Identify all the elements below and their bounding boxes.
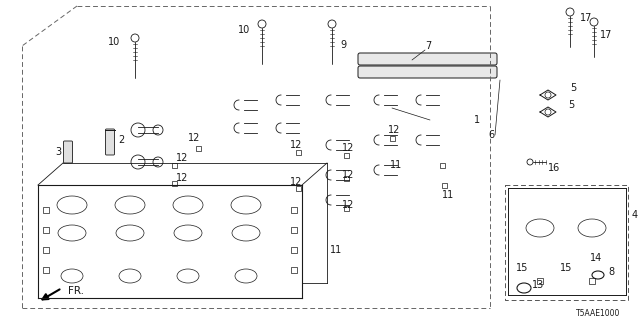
Bar [440, 163, 445, 167]
Text: 9: 9 [340, 40, 346, 50]
FancyBboxPatch shape [358, 66, 497, 78]
Bar [344, 205, 349, 211]
Text: 12: 12 [342, 143, 355, 153]
Bar [195, 146, 200, 150]
Bar [43, 227, 49, 233]
Bar [291, 267, 297, 273]
Bar [344, 175, 349, 180]
Text: 12: 12 [290, 177, 302, 187]
Bar [291, 247, 297, 253]
Text: 12: 12 [176, 153, 188, 163]
Text: 12: 12 [188, 133, 200, 143]
Text: 12: 12 [342, 200, 355, 210]
Text: 12: 12 [388, 125, 401, 135]
Text: 2: 2 [118, 135, 124, 145]
FancyArrowPatch shape [42, 289, 60, 300]
Bar [589, 278, 595, 284]
Bar [344, 153, 349, 157]
Text: FR.: FR. [68, 286, 84, 296]
Text: 12: 12 [176, 173, 188, 183]
Text: 4: 4 [632, 210, 638, 220]
Text: 14: 14 [590, 253, 602, 263]
Bar [43, 247, 49, 253]
Bar [43, 267, 49, 273]
Text: 15: 15 [516, 263, 529, 273]
Bar [172, 163, 177, 167]
Text: 8: 8 [608, 267, 614, 277]
Bar [291, 207, 297, 213]
Text: 16: 16 [548, 163, 560, 173]
Bar [296, 149, 301, 155]
Text: 11: 11 [442, 190, 454, 200]
Text: 3: 3 [55, 147, 61, 157]
FancyBboxPatch shape [63, 141, 72, 163]
Bar [172, 180, 177, 186]
FancyBboxPatch shape [358, 53, 497, 65]
Text: 17: 17 [580, 13, 593, 23]
Text: 1: 1 [474, 115, 480, 125]
Text: 11: 11 [330, 245, 342, 255]
Text: 7: 7 [425, 41, 431, 51]
Bar [442, 182, 447, 188]
Bar [291, 227, 297, 233]
Text: 5: 5 [570, 83, 576, 93]
Text: 12: 12 [290, 140, 302, 150]
Text: 12: 12 [342, 170, 355, 180]
Text: 13: 13 [532, 280, 544, 290]
Text: T5AAE1000: T5AAE1000 [575, 308, 620, 317]
Text: 15: 15 [560, 263, 572, 273]
FancyBboxPatch shape [106, 129, 115, 155]
Bar [296, 186, 301, 190]
Bar [537, 278, 543, 284]
Text: 10: 10 [238, 25, 250, 35]
Text: 5: 5 [568, 100, 574, 110]
Bar [43, 207, 49, 213]
Text: 10: 10 [108, 37, 120, 47]
Text: 6: 6 [488, 130, 494, 140]
Text: 11: 11 [390, 160, 403, 170]
Text: 17: 17 [600, 30, 612, 40]
Bar [390, 135, 394, 140]
